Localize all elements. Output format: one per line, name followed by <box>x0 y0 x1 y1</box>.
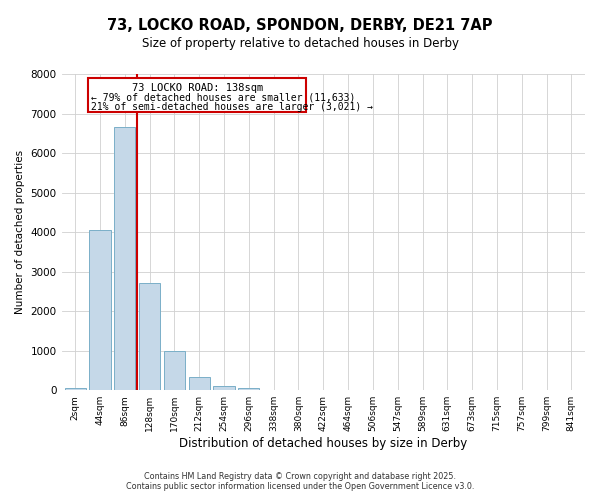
Text: ← 79% of detached houses are smaller (11,633): ← 79% of detached houses are smaller (11… <box>91 93 355 103</box>
Bar <box>238 388 259 390</box>
Text: 21% of semi-detached houses are larger (3,021) →: 21% of semi-detached houses are larger (… <box>91 102 373 113</box>
Text: Size of property relative to detached houses in Derby: Size of property relative to detached ho… <box>142 38 458 51</box>
Bar <box>89 230 110 390</box>
Text: 73 LOCKO ROAD: 138sqm: 73 LOCKO ROAD: 138sqm <box>131 82 263 92</box>
Bar <box>164 350 185 390</box>
X-axis label: Distribution of detached houses by size in Derby: Distribution of detached houses by size … <box>179 437 467 450</box>
Text: 73, LOCKO ROAD, SPONDON, DERBY, DE21 7AP: 73, LOCKO ROAD, SPONDON, DERBY, DE21 7AP <box>107 18 493 32</box>
Y-axis label: Number of detached properties: Number of detached properties <box>15 150 25 314</box>
Text: Contains public sector information licensed under the Open Government Licence v3: Contains public sector information licen… <box>126 482 474 491</box>
Bar <box>65 388 86 390</box>
Text: Contains HM Land Registry data © Crown copyright and database right 2025.: Contains HM Land Registry data © Crown c… <box>144 472 456 481</box>
Bar <box>114 128 136 390</box>
Bar <box>188 377 210 390</box>
FancyBboxPatch shape <box>88 78 307 112</box>
Bar <box>214 386 235 390</box>
Bar <box>139 284 160 390</box>
